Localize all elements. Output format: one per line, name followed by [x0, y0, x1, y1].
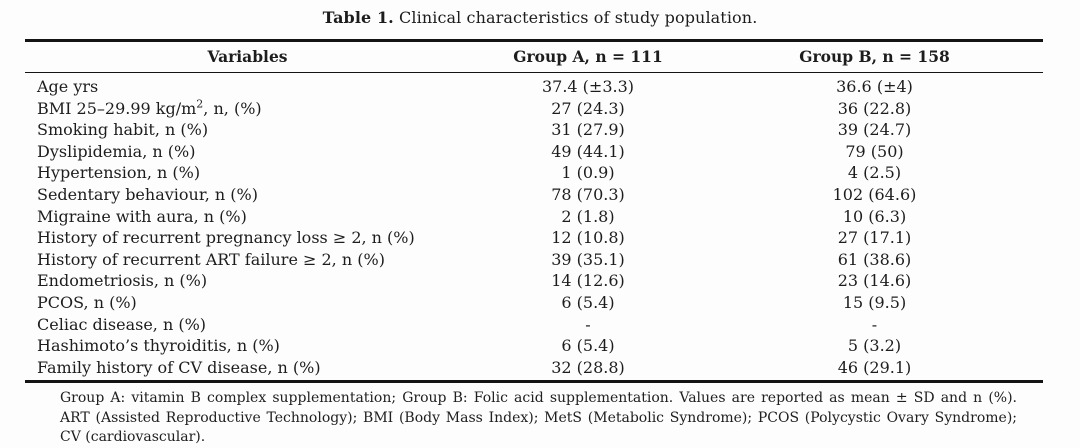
- table-row: Sedentary behaviour, n (%) 78 (70.3) 102…: [25, 184, 1043, 206]
- table-body: Age yrs 37.4 (±3.3) 36.6 (±4) BMI 25–29.…: [25, 73, 1043, 382]
- group-b-value-cell: 5 (3.2): [847, 336, 902, 356]
- group-a-value-cell: 6 (5.4): [561, 292, 615, 312]
- group-a-value-cell: 27 (24.3): [551, 98, 625, 118]
- variable-cell: Migraine with aura, n (%): [37, 206, 247, 226]
- column-header-group-b: Group B, n = 158: [706, 40, 1043, 73]
- table-row: Family history of CV disease, n (%) 32 (…: [25, 357, 1043, 382]
- group-b-value-cell: 102 (64.6): [832, 184, 917, 204]
- group-a-value-cell: 12 (10.8): [551, 228, 625, 248]
- group-b-value-cell: -: [871, 314, 878, 334]
- column-header-group-a: Group A, n = 111: [470, 40, 706, 73]
- table-row: Migraine with aura, n (%) 2 (1.8) 10 (6.…: [25, 206, 1043, 228]
- group-a-value-cell: 14 (12.6): [551, 271, 625, 291]
- group-a-value-cell: 6 (5.4): [561, 336, 615, 356]
- group-a-value-cell: 1 (0.9): [561, 163, 615, 183]
- variable-cell: Dyslipidemia, n (%): [37, 141, 196, 161]
- group-a-value-cell: -: [585, 314, 591, 334]
- clinical-characteristics-table: Variables Group A, n = 111 Group B, n = …: [25, 39, 1043, 384]
- group-b-value-cell: 23 (14.6): [837, 271, 912, 291]
- group-a-value-cell: 31 (27.9): [551, 120, 625, 140]
- paper-table-figure: Table 1. Clinical characteristics of stu…: [0, 8, 1080, 445]
- group-b-value-cell: 4 (2.5): [847, 163, 902, 183]
- table-row: History of recurrent pregnancy loss ≥ 2,…: [25, 227, 1043, 249]
- table-row: BMI 25–29.99 kg/m2, n, (%) 27 (24.3) 36 …: [25, 98, 1043, 120]
- variable-cell: Sedentary behaviour, n (%): [37, 184, 258, 204]
- table-caption-label: Table 1.: [322, 8, 394, 27]
- variable-cell: History of recurrent ART failure ≥ 2, n …: [37, 249, 385, 269]
- variable-cell: Hypertension, n (%): [37, 163, 201, 183]
- variable-cell: Age yrs: [37, 77, 99, 96]
- variable-cell: PCOS, n (%): [37, 292, 137, 312]
- table-caption-text: Clinical characteristics of study popula…: [393, 8, 758, 27]
- variable-cell: BMI 25–29.99 kg/m2, n, (%): [37, 97, 262, 118]
- group-a-value-cell: 37.4 (±3.3): [541, 77, 635, 96]
- group-b-value-cell: 27 (17.1): [837, 228, 912, 248]
- superscript: 2: [196, 97, 204, 111]
- variable-cell: History of recurrent pregnancy loss ≥ 2,…: [37, 228, 415, 248]
- variable-cell: Hashimoto’s thyroiditis, n (%): [37, 336, 280, 356]
- variable-cell: Endometriosis, n (%): [37, 271, 208, 291]
- table-row: Age yrs 37.4 (±3.3) 36.6 (±4): [25, 73, 1043, 98]
- table-caption: Table 1. Clinical characteristics of stu…: [0, 8, 1080, 27]
- group-b-value-cell: 61 (38.6): [837, 249, 912, 269]
- table-row: Endometriosis, n (%) 14 (12.6) 23 (14.6): [25, 270, 1043, 292]
- group-b-value-cell: 36.6 (±4): [836, 77, 913, 96]
- group-b-value-cell: 10 (6.3): [842, 206, 907, 226]
- group-a-value-cell: 32 (28.8): [551, 357, 625, 377]
- group-a-value-cell: 39 (35.1): [551, 249, 625, 269]
- variable-cell: Family history of CV disease, n (%): [37, 357, 321, 377]
- table-row: PCOS, n (%) 6 (5.4) 15 (9.5): [25, 292, 1043, 314]
- table-row: Smoking habit, n (%) 31 (27.9) 39 (24.7): [25, 119, 1043, 141]
- table-row: History of recurrent ART failure ≥ 2, n …: [25, 249, 1043, 271]
- table-row: Celiac disease, n (%) - -: [25, 314, 1043, 336]
- group-a-value-cell: 49 (44.1): [551, 141, 625, 161]
- group-b-value-cell: 15 (9.5): [842, 292, 907, 312]
- table-footnote: Group A: vitamin B complex supplementati…: [60, 390, 1017, 446]
- group-b-value-cell: 46 (29.1): [837, 357, 912, 377]
- table-row: Hypertension, n (%) 1 (0.9) 4 (2.5): [25, 162, 1043, 184]
- variable-cell: Smoking habit, n (%): [37, 120, 209, 140]
- group-b-value-cell: 36 (22.8): [837, 98, 912, 118]
- group-b-value-cell: 39 (24.7): [837, 120, 912, 140]
- table-row: Hashimoto’s thyroiditis, n (%) 6 (5.4) 5…: [25, 335, 1043, 357]
- column-header-variables: Variables: [25, 40, 470, 73]
- header-row: Variables Group A, n = 111 Group B, n = …: [25, 40, 1043, 73]
- table-row: Dyslipidemia, n (%) 49 (44.1) 79 (50): [25, 141, 1043, 163]
- variable-cell: Celiac disease, n (%): [37, 314, 207, 334]
- group-b-value-cell: 79 (50): [845, 141, 904, 161]
- group-a-value-cell: 2 (1.8): [561, 206, 615, 226]
- group-a-value-cell: 78 (70.3): [551, 184, 625, 204]
